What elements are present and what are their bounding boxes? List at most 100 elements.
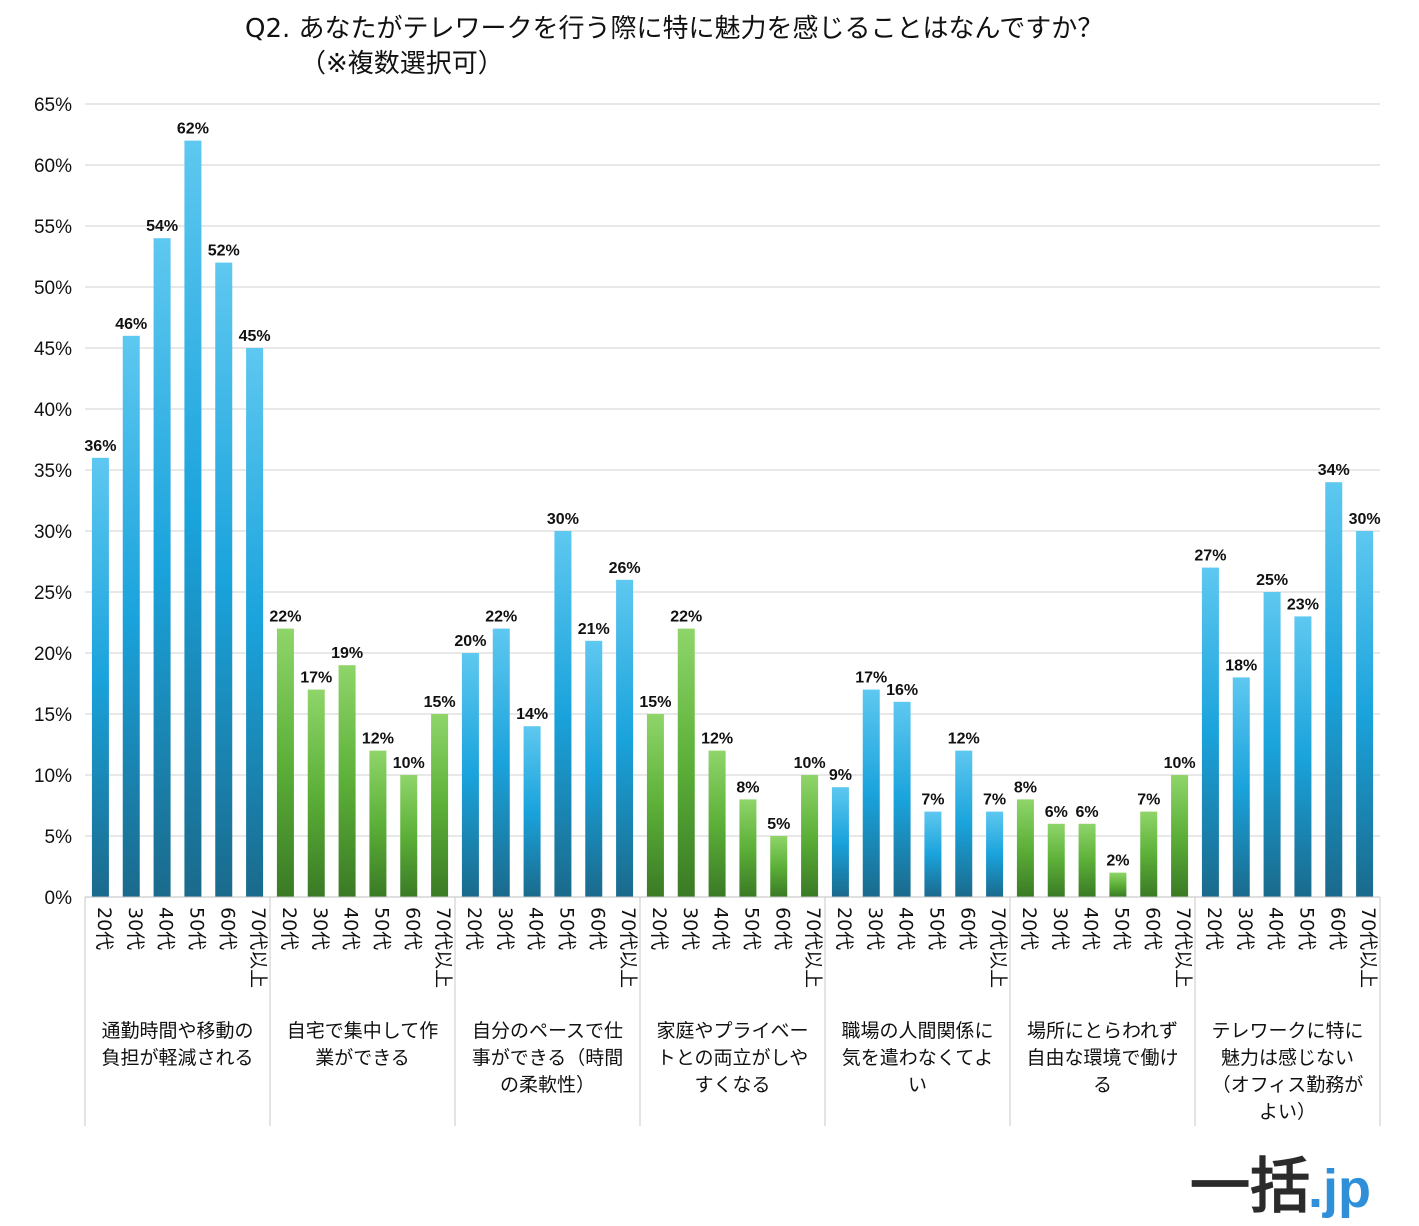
y-tick-label: 25% — [34, 583, 72, 604]
data-label: 7% — [983, 792, 1006, 809]
bar — [924, 811, 942, 897]
data-label: 19% — [331, 645, 363, 662]
bar — [369, 750, 387, 897]
bar — [1356, 531, 1374, 897]
age-tick-label: 50代 — [1295, 907, 1317, 950]
data-label: 10% — [393, 755, 425, 772]
age-tick-label: 30代 — [309, 907, 331, 950]
age-tick-label: 50代 — [555, 907, 577, 950]
bar — [986, 811, 1004, 897]
logo-suffix: .jp — [1308, 1159, 1371, 1219]
category-label: 自由な環境で働け — [1026, 1047, 1178, 1069]
bar — [585, 640, 603, 897]
category-label: トとの両立がしや — [657, 1047, 809, 1069]
bar — [215, 262, 233, 898]
y-tick-label: 65% — [34, 95, 72, 116]
data-label: 2% — [1106, 853, 1129, 870]
data-label: 8% — [1014, 779, 1037, 796]
bar — [1201, 567, 1219, 897]
age-tick-label: 20代 — [278, 907, 300, 950]
data-label: 26% — [609, 560, 641, 577]
age-tick-label: 50代 — [925, 907, 947, 950]
bar — [431, 714, 449, 897]
y-tick-label: 55% — [34, 217, 72, 238]
data-label: 12% — [362, 731, 394, 748]
age-tick-label: 40代 — [1080, 907, 1102, 950]
data-label: 7% — [1137, 792, 1160, 809]
age-tick-label: 20代 — [648, 907, 670, 950]
y-tick-label: 45% — [34, 339, 72, 360]
bars — [91, 140, 1374, 898]
bar — [1325, 482, 1343, 897]
bar — [893, 701, 911, 897]
bar — [1263, 592, 1281, 897]
category-label: 業ができる — [315, 1047, 410, 1069]
bar — [646, 714, 664, 897]
category-label: テレワークに特に — [1211, 1020, 1363, 1042]
data-label: 10% — [794, 755, 826, 772]
bar — [1109, 872, 1127, 897]
category-label: 家庭やプライベー — [656, 1020, 808, 1042]
data-label: 7% — [921, 792, 944, 809]
age-tick-label: 20代 — [1018, 907, 1040, 950]
data-label: 27% — [1194, 548, 1226, 565]
logo-main: 一括 — [1190, 1153, 1310, 1220]
age-tick-label: 50代 — [370, 907, 392, 950]
age-tick-label: 70代以上 — [432, 907, 454, 988]
data-label: 18% — [1225, 657, 1257, 674]
bar — [554, 531, 572, 897]
y-axis: 0% 5% 10% 15% 20% 25% 30% 35% 40% 45% 50% 55% 60% 65% — [34, 95, 72, 909]
data-label: 12% — [948, 731, 980, 748]
age-tick-label: 60代 — [1141, 907, 1163, 950]
category-label: 気を遣わなくてよ — [842, 1047, 993, 1069]
age-tick-label: 70代以上 — [987, 907, 1009, 988]
y-tick-label: 20% — [34, 644, 72, 665]
age-tick-label: 50代 — [185, 907, 207, 950]
age-tick-label: 30代 — [679, 907, 701, 950]
category-label: 自分のペースで仕 — [472, 1020, 623, 1042]
category-label: 職場の人間関係に — [841, 1020, 993, 1042]
data-label: 62% — [177, 121, 209, 138]
category-label: 通勤時間や移動の — [101, 1020, 253, 1042]
y-tick-label: 35% — [34, 461, 72, 482]
bar — [801, 775, 819, 897]
data-label: 21% — [578, 621, 610, 638]
age-tick-label: 50代 — [740, 907, 762, 950]
age-tick-label: 70代以上 — [1172, 907, 1194, 988]
bar — [246, 348, 264, 897]
y-tick-label: 15% — [34, 705, 72, 726]
bar — [831, 787, 849, 897]
age-tick-label: 20代 — [833, 907, 855, 950]
data-label: 16% — [886, 682, 918, 699]
y-tick-label: 60% — [34, 156, 72, 177]
data-label: 17% — [855, 670, 887, 687]
bar — [677, 628, 695, 897]
data-label: 54% — [146, 218, 178, 235]
age-tick-label: 40代 — [525, 907, 547, 950]
age-tick-label: 20代 — [93, 907, 115, 950]
category-label: る — [1093, 1074, 1112, 1096]
bar — [492, 628, 510, 897]
bar — [153, 238, 171, 897]
data-label: 45% — [239, 328, 271, 345]
bar — [616, 579, 634, 897]
bar — [862, 689, 880, 897]
category-label: 事ができる（時間 — [472, 1047, 624, 1069]
age-tick-label: 60代 — [956, 907, 978, 950]
data-label: 30% — [547, 511, 579, 528]
category-label: よい） — [1259, 1101, 1316, 1123]
data-labels: 36% 46% 54% 62% 52% 45% 22% 17% 19% 12% 10% 15% 20% 2… — [84, 121, 1380, 870]
data-label: 22% — [670, 609, 702, 626]
bar — [1171, 775, 1189, 897]
age-tick-label: 70代以上 — [1357, 907, 1379, 988]
age-tick-label: 70代以上 — [247, 907, 269, 988]
y-tick-label: 0% — [45, 888, 73, 909]
age-tick-label: 40代 — [1265, 907, 1287, 950]
bar — [338, 665, 356, 897]
age-tick-label: 40代 — [710, 907, 732, 950]
age-tick-label: 60代 — [771, 907, 793, 950]
logo: 一括 .jp — [1190, 1153, 1371, 1220]
age-tick-label: 70代以上 — [617, 907, 639, 988]
category-label: い — [908, 1074, 927, 1096]
